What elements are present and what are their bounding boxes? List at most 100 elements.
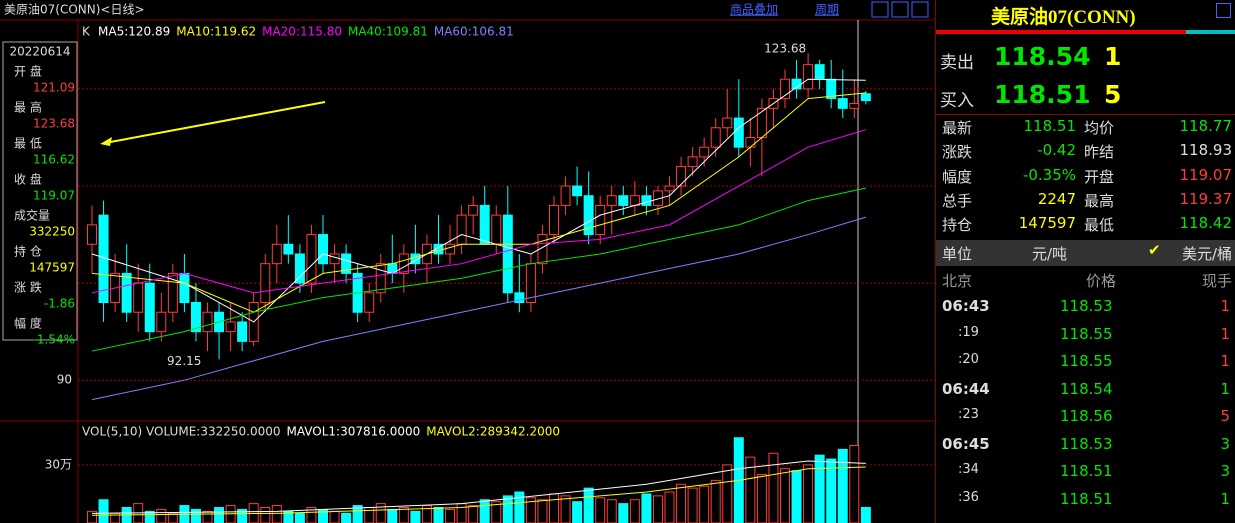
stat-label: 均价 — [1084, 119, 1115, 137]
candle-body — [179, 272, 190, 304]
bar — [1186, 30, 1235, 34]
chart: 美原油07(CONN)<日线> 商品叠加 周期 20220614 开 盘 121.0… — [0, 0, 935, 523]
stat-value: -0.42 — [1037, 141, 1076, 160]
candle-body — [237, 321, 248, 342]
legend-entry: MAVOL2:289342.2000 — [426, 425, 560, 439]
ma-line — [91, 216, 866, 401]
trade-price: 118.56 — [1060, 407, 1113, 425]
info-label: 开 盘 — [14, 64, 42, 79]
volume-bar — [156, 508, 167, 523]
volume-bar — [572, 501, 583, 523]
volume-bar — [456, 503, 467, 523]
volume-bar — [803, 464, 814, 523]
qty: 5 — [1104, 80, 1122, 109]
price: 118.54 — [994, 42, 1091, 71]
volume-bar — [560, 495, 571, 523]
volume-bar — [468, 505, 479, 523]
candle-body — [190, 302, 201, 333]
stat-value: 118.51 — [1023, 117, 1077, 135]
candle-body — [780, 78, 790, 100]
bar — [936, 30, 1186, 34]
stat-value: -0.35% — [1022, 165, 1076, 184]
trade-price: 118.54 — [1060, 379, 1113, 398]
info-label: 收 盘 — [14, 172, 42, 187]
trade-qty: 1 — [1220, 297, 1230, 315]
high-label: 123.68 — [764, 42, 806, 56]
volume-bar — [710, 479, 721, 523]
volume-bar — [237, 508, 248, 523]
candle-body — [583, 195, 594, 236]
stat-label: 幅度 — [942, 167, 973, 186]
vol-ma-line — [91, 460, 866, 514]
stat-label: 最新 — [942, 119, 973, 137]
candle-body — [283, 243, 294, 255]
candle-body — [722, 117, 733, 129]
btn[interactable] — [871, 1, 889, 18]
info-value: -1.54% — [33, 333, 75, 347]
info-label: 涨 跌 — [14, 280, 42, 295]
candle-body — [167, 272, 178, 313]
trade-time: :36 — [958, 489, 979, 505]
overlay-link[interactable]: 商品叠加 — [730, 2, 778, 17]
volume-bar — [167, 512, 178, 523]
candle-body — [699, 146, 710, 158]
candle-body — [87, 224, 97, 245]
candle-body — [479, 204, 490, 245]
volume-bar — [641, 493, 652, 523]
trade-price: 118.53 — [1060, 297, 1113, 315]
candle-body — [514, 292, 525, 304]
candle-body — [121, 272, 132, 313]
candle-body — [572, 185, 583, 197]
candle-body — [803, 64, 814, 90]
stat-value: 118.93 — [1179, 141, 1233, 160]
candle-body — [375, 263, 386, 294]
unit-option: 美元/桶 — [1181, 245, 1232, 263]
volume-bar — [260, 507, 271, 523]
volume-bar — [410, 510, 421, 523]
volume-bar — [676, 483, 687, 523]
trade-price: 118.51 — [1060, 489, 1113, 508]
volume-bar — [525, 497, 536, 523]
candle-body — [491, 214, 502, 245]
y-tick-label: 90 — [57, 373, 72, 387]
stat-label: 昨结 — [1084, 143, 1115, 162]
candle-body — [306, 234, 317, 284]
title: 美原油07(CONN)<日线> — [4, 3, 145, 17]
trade-price: 118.51 — [1060, 462, 1113, 480]
candle-body — [202, 311, 213, 333]
btn[interactable] — [911, 1, 929, 18]
info-value: 332250 — [29, 225, 75, 239]
info-label: 幅 度 — [14, 316, 42, 331]
volume-bar — [329, 510, 340, 523]
legend-entry: MA5:120.89 — [98, 25, 170, 39]
low-label: 92.15 — [167, 354, 201, 368]
candle-body — [502, 214, 513, 294]
arrow-head — [100, 137, 112, 146]
volume-bar — [87, 510, 97, 523]
btn[interactable] — [891, 1, 909, 18]
stat-value: 2247 — [1037, 189, 1076, 208]
candle-body — [710, 127, 721, 148]
period-link[interactable]: 周期 — [815, 3, 839, 17]
candle-body — [133, 282, 144, 313]
candle-body — [225, 321, 236, 333]
candle-body — [144, 282, 155, 333]
volume-bar — [768, 452, 779, 523]
info-value: 123.68 — [33, 117, 75, 131]
candle-body — [595, 204, 606, 236]
volume-bar — [387, 508, 398, 523]
arrow — [104, 101, 326, 144]
trade-qty: 3 — [1220, 434, 1230, 453]
trade-time: 06:43 — [942, 297, 990, 315]
ma-line — [91, 129, 866, 294]
stat-label: 涨跌 — [942, 143, 973, 162]
trade-price: 118.55 — [1060, 352, 1113, 370]
volume-bar — [491, 501, 502, 523]
trade-qty: 1 — [1220, 489, 1230, 508]
trade-time: :20 — [958, 352, 979, 367]
trade-qty: 1 — [1220, 352, 1230, 370]
candle-body — [860, 93, 871, 102]
stat-value: 118.77 — [1179, 117, 1233, 135]
volume-bar — [722, 464, 733, 523]
volume-bar — [687, 487, 698, 523]
